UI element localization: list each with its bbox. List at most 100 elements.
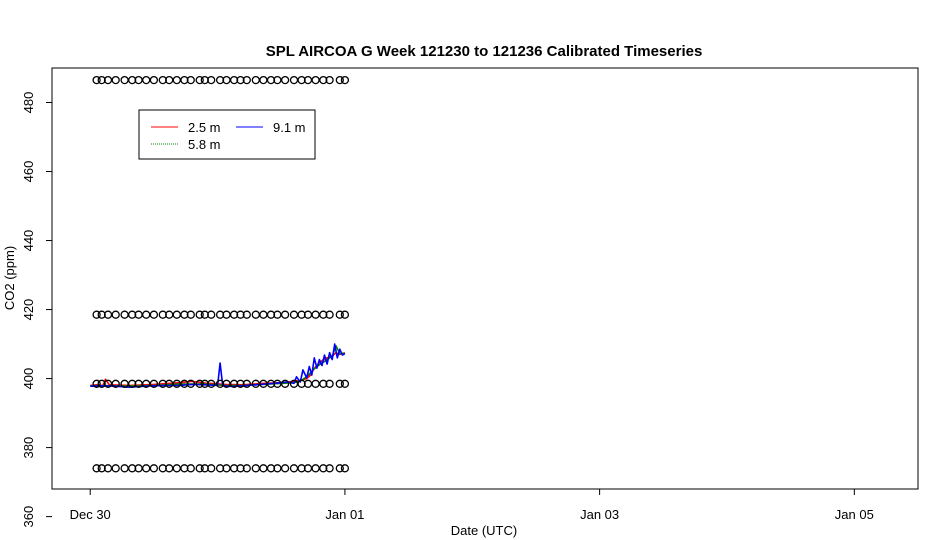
marker-point xyxy=(92,75,101,85)
marker-point xyxy=(111,310,120,319)
marker-point xyxy=(311,379,320,388)
marker-point xyxy=(120,75,129,85)
marker-point xyxy=(142,379,151,388)
marker-point xyxy=(242,310,251,319)
marker-point xyxy=(207,464,216,473)
marker-point xyxy=(273,310,282,319)
marker-point xyxy=(340,379,350,388)
marker-point xyxy=(149,379,159,388)
marker-point xyxy=(236,464,245,473)
marker-point xyxy=(242,379,251,388)
marker-point xyxy=(172,75,181,85)
marker-point xyxy=(149,310,159,319)
x-axis-label: Date (UTC) xyxy=(451,523,517,538)
marker-point xyxy=(120,464,129,473)
x-axis: Dec 30 Jan 01 Jan 03 Jan 05 xyxy=(70,489,874,522)
legend-label-2-5m: 2.5 m xyxy=(188,120,221,135)
series-line-9-1-m xyxy=(90,343,346,389)
marker-point xyxy=(289,75,299,85)
marker-point xyxy=(92,464,101,473)
marker-point xyxy=(103,464,113,473)
marker-point xyxy=(195,464,204,473)
y-tick-label: 440 xyxy=(21,230,36,252)
marker-point xyxy=(195,310,204,319)
marker-point xyxy=(325,75,334,85)
marker-point xyxy=(273,379,282,388)
plot-frame xyxy=(51,67,919,490)
marker-point xyxy=(242,75,251,85)
marker-point xyxy=(92,379,101,388)
marker-point xyxy=(103,379,113,388)
marker-point xyxy=(97,464,106,473)
marker-point xyxy=(120,310,129,319)
legend: 2.5 m 9.1 m 5.8 m xyxy=(138,109,316,160)
marker-point xyxy=(319,464,328,473)
marker-point xyxy=(186,310,195,319)
x-tick-label: Jan 03 xyxy=(580,507,619,522)
marker-point xyxy=(340,310,350,319)
marker-point xyxy=(280,464,290,473)
marker-point xyxy=(186,464,195,473)
marker-point xyxy=(111,379,120,388)
marker-point xyxy=(149,464,159,473)
marker-point xyxy=(97,75,106,85)
marker-point xyxy=(186,379,195,388)
marker-point xyxy=(273,464,282,473)
y-tick-label: 400 xyxy=(21,368,36,390)
marker-point xyxy=(280,310,290,319)
marker-point xyxy=(289,464,299,473)
marker-point xyxy=(251,464,260,473)
marker-point xyxy=(207,310,216,319)
y-tick-label: 380 xyxy=(21,437,36,459)
marker-point xyxy=(236,310,245,319)
marker-point xyxy=(195,75,204,85)
x-tick-label: Jan 05 xyxy=(835,507,874,522)
marker-point xyxy=(311,75,320,85)
marker-point xyxy=(251,75,260,85)
marker-point xyxy=(259,310,268,319)
marker-point xyxy=(236,75,245,85)
marker-point xyxy=(335,75,344,85)
marker-point xyxy=(142,310,151,319)
legend-label-9-1m: 9.1 m xyxy=(273,120,306,135)
marker-point xyxy=(251,310,260,319)
marker-point xyxy=(111,464,120,473)
marker-group xyxy=(92,75,350,473)
marker-point xyxy=(259,464,268,473)
marker-point xyxy=(111,75,120,85)
y-tick-label: 420 xyxy=(21,299,36,321)
legend-box xyxy=(138,109,316,160)
y-axis: 360 380 400 420 440 460 480 xyxy=(21,92,52,528)
y-tick-label: 480 xyxy=(21,92,36,114)
marker-point xyxy=(97,310,106,319)
marker-point xyxy=(280,75,290,85)
marker-point xyxy=(311,464,320,473)
marker-point xyxy=(142,75,151,85)
marker-point xyxy=(325,464,334,473)
marker-point xyxy=(335,464,344,473)
marker-point xyxy=(280,379,290,388)
y-tick-label: 460 xyxy=(21,161,36,183)
marker-point xyxy=(195,379,204,388)
marker-point xyxy=(340,464,350,473)
marker-point xyxy=(335,379,344,388)
marker-point xyxy=(335,310,344,319)
y-tick-label: 360 xyxy=(21,506,36,528)
legend-label-5-8m: 5.8 m xyxy=(188,137,221,152)
marker-point xyxy=(289,310,299,319)
marker-point xyxy=(319,379,328,388)
marker-point xyxy=(186,75,195,85)
marker-point xyxy=(103,310,113,319)
marker-point xyxy=(311,310,320,319)
marker-point xyxy=(259,75,268,85)
marker-point xyxy=(172,310,181,319)
marker-point xyxy=(242,464,251,473)
marker-point xyxy=(325,379,334,388)
x-tick-label: Jan 01 xyxy=(325,507,364,522)
y-axis-label: CO2 (ppm) xyxy=(2,246,17,310)
x-tick-label: Dec 30 xyxy=(70,507,111,522)
marker-point xyxy=(319,310,328,319)
marker-point xyxy=(142,464,151,473)
marker-point xyxy=(97,379,106,388)
